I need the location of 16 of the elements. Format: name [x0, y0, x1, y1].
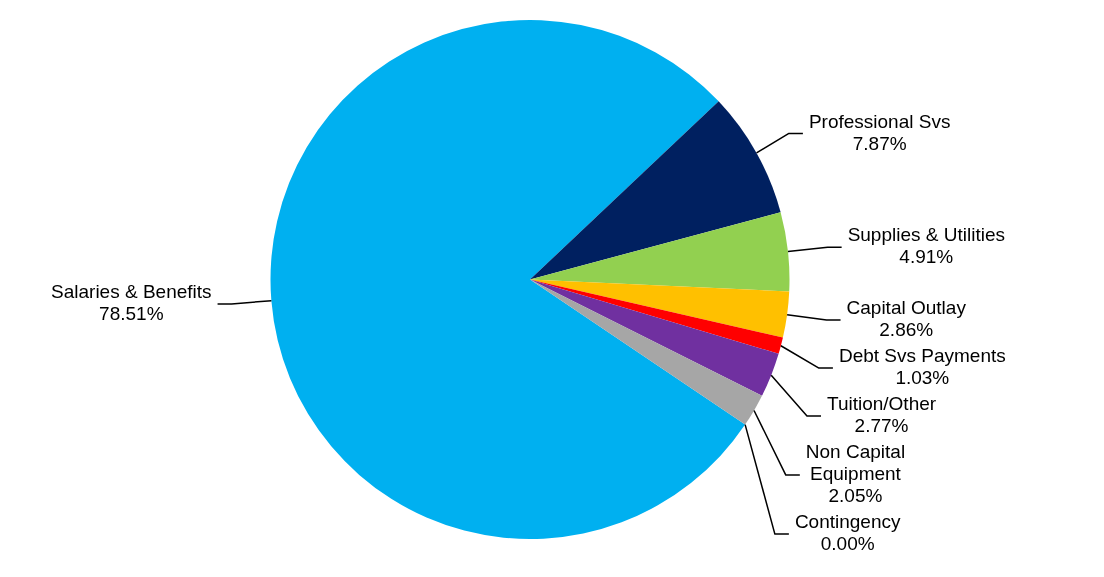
slice-label: Salaries & Benefits: [51, 281, 212, 303]
slice-label: Professional Svs: [808, 110, 951, 132]
data-label: 2.05%: [828, 485, 883, 507]
data-label: 2.86%: [879, 319, 934, 341]
slice-label: Tuition/Other: [826, 393, 937, 415]
slice-label: Supplies & Utilities: [847, 224, 1005, 246]
data-label: 78.51%: [99, 303, 164, 325]
data-label: 2.77%: [854, 415, 909, 437]
data-label: 4.91%: [899, 246, 954, 268]
slice-label: Non Capital Equipment: [805, 441, 906, 485]
data-label: 1.03%: [895, 367, 950, 389]
slice-label: Capital Outlay: [846, 297, 967, 319]
slice-label: Debt Svs Payments: [838, 345, 1006, 367]
category-label: Contingency: [794, 511, 901, 533]
text: 0.00%: [820, 533, 875, 555]
data-label: 7.87%: [852, 132, 907, 154]
